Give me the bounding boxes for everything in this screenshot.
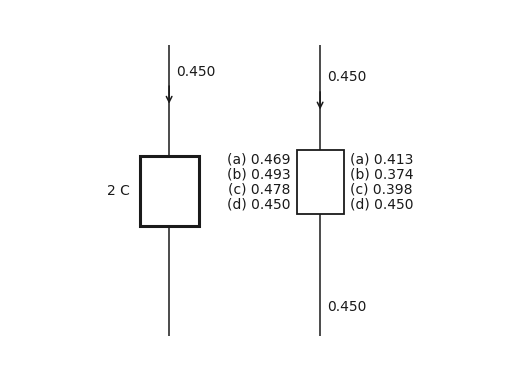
- Text: 0.450: 0.450: [176, 65, 215, 79]
- Text: (d) 0.450: (d) 0.450: [227, 198, 290, 212]
- Text: (a) 0.469: (a) 0.469: [227, 153, 290, 167]
- Text: 2 C: 2 C: [107, 184, 130, 198]
- Text: (d) 0.450: (d) 0.450: [349, 198, 412, 212]
- Text: 0.450: 0.450: [327, 300, 366, 314]
- Text: (c) 0.478: (c) 0.478: [228, 183, 290, 197]
- Text: (b) 0.493: (b) 0.493: [227, 168, 290, 182]
- Text: (a) 0.413: (a) 0.413: [349, 153, 412, 167]
- Bar: [139, 156, 198, 226]
- Text: (b) 0.374: (b) 0.374: [349, 168, 412, 182]
- Bar: [296, 150, 343, 214]
- Text: (c) 0.398: (c) 0.398: [349, 183, 411, 197]
- Text: 0.450: 0.450: [327, 70, 366, 84]
